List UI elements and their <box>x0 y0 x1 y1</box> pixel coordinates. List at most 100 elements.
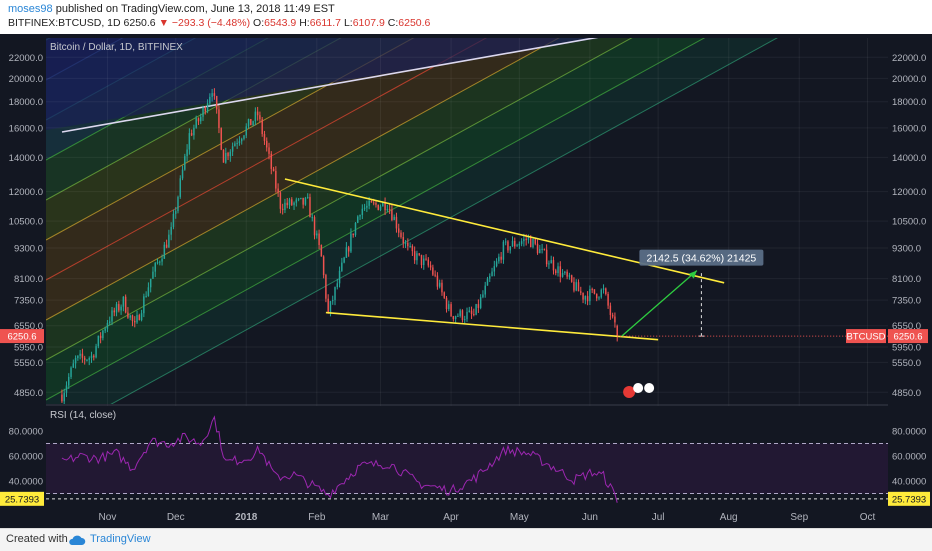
x-tick-label: Mar <box>372 512 390 523</box>
candle <box>395 216 398 229</box>
candle <box>229 151 232 157</box>
candle <box>118 304 120 311</box>
grid <box>46 38 888 506</box>
y-tick-label-left: 5950.0 <box>14 342 43 353</box>
candle <box>286 202 288 206</box>
candle <box>457 315 459 317</box>
candle <box>504 241 507 243</box>
candle <box>345 247 348 258</box>
x-tick-label: Apr <box>443 512 459 523</box>
candle <box>564 271 566 273</box>
candle <box>181 169 184 179</box>
candle <box>577 282 580 292</box>
y-tick-label-left: 12000.0 <box>9 187 43 198</box>
candle <box>134 321 136 323</box>
created-with-text: Created with <box>6 533 68 545</box>
y-tick-label-left: 7350.0 <box>14 296 43 307</box>
candle <box>409 246 411 248</box>
candle <box>450 304 452 317</box>
y-tick-label-left: 20000.0 <box>9 74 43 85</box>
candle <box>120 306 122 311</box>
candle <box>320 244 323 257</box>
candle <box>325 275 327 299</box>
candle <box>384 202 386 211</box>
candle <box>566 271 568 277</box>
y-tick-label-right: 9300.0 <box>892 244 921 255</box>
price-series <box>61 88 618 404</box>
candle <box>272 168 275 172</box>
candle <box>108 321 111 323</box>
symbol-tag <box>846 329 886 344</box>
lower-trendline <box>325 311 659 341</box>
y-tick-label-left: 6550.0 <box>14 321 43 332</box>
channel-line <box>110 38 778 404</box>
candle <box>136 315 138 323</box>
candle <box>106 322 109 329</box>
channel-line <box>46 38 415 241</box>
y-tick-label-right: 6550.0 <box>892 321 921 332</box>
low-value: 6107.9 <box>352 17 385 29</box>
candle <box>511 240 514 247</box>
candle <box>213 93 216 96</box>
candle <box>104 328 106 331</box>
candle <box>541 248 543 250</box>
candle <box>243 135 245 139</box>
candle <box>68 376 70 386</box>
candle <box>427 259 430 266</box>
candle <box>256 111 259 116</box>
rsi-tick-label-left: 60.0000 <box>9 452 43 463</box>
candle <box>161 258 163 262</box>
candle <box>411 246 414 252</box>
candle <box>254 111 257 122</box>
candle <box>568 275 571 277</box>
y-tick-label-left: 18000.0 <box>9 97 43 108</box>
candle <box>429 265 432 268</box>
candle <box>347 247 350 252</box>
candle <box>359 214 361 217</box>
y-tick-label-right: 18000.0 <box>892 97 926 108</box>
candle <box>536 243 539 254</box>
candle <box>616 325 618 337</box>
projection-arrow <box>621 270 698 337</box>
tradingview-link[interactable]: TradingView <box>90 533 151 545</box>
candle <box>70 367 72 377</box>
chart-frame[interactable]: 2142.5 (34.62%) 21425 4850.0 4850.0 5550.0… <box>0 34 932 528</box>
candle <box>379 206 382 210</box>
candle <box>186 149 188 157</box>
candle <box>293 202 295 205</box>
candle <box>500 256 502 260</box>
annotations: 2142.5 (34.62%) 21425 <box>284 178 888 398</box>
candle <box>288 199 291 206</box>
candle <box>113 310 116 313</box>
candle <box>461 310 464 321</box>
candle <box>211 93 213 97</box>
y-tick-label-left: 16000.0 <box>9 123 43 134</box>
candle <box>149 278 152 288</box>
candle <box>165 244 168 248</box>
candle <box>514 240 516 247</box>
y-tick-label-left: 22000.0 <box>9 53 43 64</box>
candle <box>343 257 345 263</box>
candle <box>532 239 534 248</box>
candle <box>416 253 418 261</box>
candle <box>582 292 584 300</box>
candle <box>72 363 75 368</box>
candle <box>127 312 129 318</box>
channel-bands <box>46 38 778 404</box>
candle <box>527 236 530 241</box>
candle <box>586 296 589 302</box>
candle <box>602 288 605 290</box>
author-link[interactable]: moses98 <box>8 3 53 15</box>
candle <box>156 262 159 264</box>
candle <box>129 315 131 318</box>
candle <box>350 233 352 252</box>
candle <box>377 204 379 210</box>
candle <box>172 213 175 227</box>
candle <box>231 146 234 152</box>
candle <box>209 96 211 104</box>
rsi-tick-label-left: 80.0000 <box>9 427 43 438</box>
candle <box>575 282 577 291</box>
candle <box>593 289 596 294</box>
candle <box>338 270 341 284</box>
chart-svg[interactable]: 2142.5 (34.62%) 21425 4850.0 4850.0 5550.0… <box>0 34 932 528</box>
